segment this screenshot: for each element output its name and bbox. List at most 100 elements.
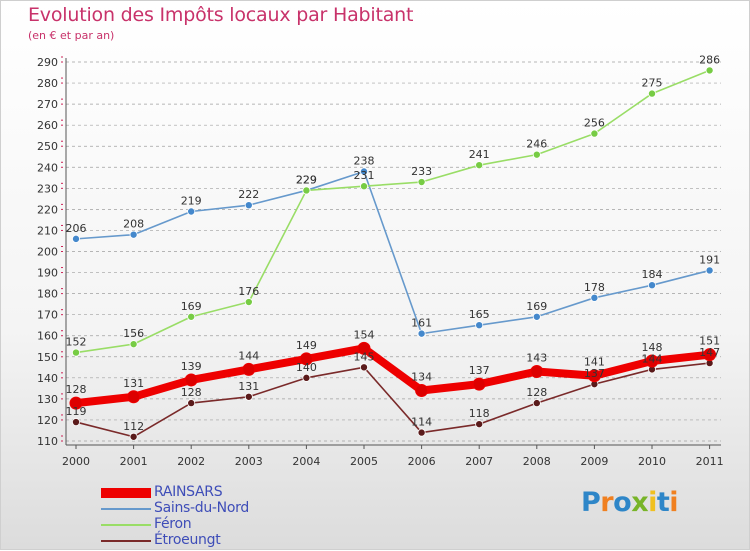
data-label: 144 [642, 352, 663, 365]
data-label: 176 [238, 285, 259, 298]
data-point [417, 428, 426, 437]
y-tick-label: 150 [37, 351, 58, 364]
data-label: 231 [354, 169, 375, 182]
series-lines [72, 69, 714, 438]
data-label: 149 [296, 339, 317, 352]
data-point [645, 354, 659, 368]
data-label: 191 [699, 253, 720, 266]
data-point [475, 321, 484, 330]
data-point [532, 150, 541, 159]
data-label: 229 [296, 173, 317, 186]
data-point [417, 178, 426, 187]
data-label: 147 [699, 346, 720, 359]
data-label: 151 [699, 335, 720, 348]
data-label: 178 [584, 281, 605, 294]
data-label: 118 [469, 407, 490, 420]
logo-letter: P [581, 487, 601, 518]
x-tick-label: 2002 [177, 455, 205, 468]
grid-lines [66, 61, 721, 442]
y-tick-label: 180 [37, 288, 58, 301]
legend-swatch [101, 524, 151, 526]
data-label: 145 [354, 350, 375, 363]
data-point [72, 418, 81, 427]
data-label: 144 [238, 349, 259, 362]
data-label: 152 [66, 336, 87, 349]
data-point [648, 281, 657, 290]
y-tick-label: 240 [37, 161, 58, 174]
data-point [72, 234, 81, 243]
x-tick-label: 2007 [465, 455, 493, 468]
data-point [242, 362, 256, 376]
y-tick-label: 290 [37, 56, 58, 69]
x-tick-label: 2005 [350, 455, 378, 468]
data-label: 139 [181, 360, 202, 373]
data-label: 161 [411, 317, 432, 330]
data-point [587, 369, 601, 383]
x-tick-label: 2011 [696, 455, 724, 468]
data-point [530, 365, 544, 379]
data-label: 165 [469, 308, 490, 321]
data-point [127, 390, 141, 404]
logo-letter: o [613, 487, 632, 518]
data-label: 154 [354, 328, 375, 341]
legend-swatch [101, 540, 151, 542]
x-tick-label: 2010 [638, 455, 666, 468]
data-point [129, 432, 138, 441]
data-label: 246 [526, 138, 547, 151]
legend-swatch [101, 488, 151, 498]
data-point [475, 420, 484, 429]
data-label: 134 [411, 370, 432, 383]
data-label: 275 [642, 77, 663, 90]
series-line--troeungt [75, 362, 711, 438]
series-line-sains-du-nord [75, 170, 711, 335]
data-point [357, 341, 371, 355]
data-point [532, 399, 541, 408]
data-point [184, 373, 198, 387]
x-tick-label: 2009 [580, 455, 608, 468]
data-point [72, 348, 81, 357]
data-label: 184 [642, 268, 663, 281]
y-tick-label: 120 [37, 414, 58, 427]
data-point [532, 312, 541, 321]
data-point [187, 312, 196, 321]
series-line-rainsars [72, 344, 714, 408]
chart-subtitle: (en € et par an) [28, 29, 115, 42]
data-label: 137 [584, 367, 605, 380]
x-tick-label: 2008 [523, 455, 551, 468]
y-tick-label: 200 [37, 246, 58, 259]
data-label: 156 [123, 327, 144, 340]
y-tick-label: 280 [37, 77, 58, 90]
legend-label: Étroeungt [154, 532, 221, 548]
data-point [302, 373, 311, 382]
data-label: 114 [411, 416, 432, 429]
legend-label: Sains-du-Nord [154, 500, 249, 516]
chart-title: Evolution des Impôts locaux par Habitant [28, 4, 414, 26]
axes [61, 56, 721, 449]
data-label: 169 [526, 300, 547, 313]
x-tick-label: 2001 [120, 455, 148, 468]
data-point [705, 266, 714, 275]
data-label: 241 [469, 148, 490, 161]
data-point [129, 230, 138, 239]
data-label: 128 [181, 386, 202, 399]
logo-letter: x [631, 487, 649, 518]
data-point [415, 383, 429, 397]
y-tick-label: 210 [37, 224, 58, 237]
logo-letter: i [648, 487, 657, 518]
data-point [244, 298, 253, 307]
y-tick-label: 170 [37, 309, 58, 322]
data-label: 140 [296, 361, 317, 374]
x-tick-label: 2000 [62, 455, 90, 468]
data-label: 148 [642, 341, 663, 354]
legend-label: RAINSARS [154, 484, 223, 500]
data-point [359, 167, 368, 176]
x-tick-label: 2006 [408, 455, 436, 468]
y-tick-label: 230 [37, 182, 58, 195]
data-label: 238 [354, 154, 375, 167]
logo-letter: i [669, 487, 679, 518]
data-point [129, 340, 138, 349]
legend-swatch [101, 508, 151, 510]
data-point [69, 396, 83, 410]
